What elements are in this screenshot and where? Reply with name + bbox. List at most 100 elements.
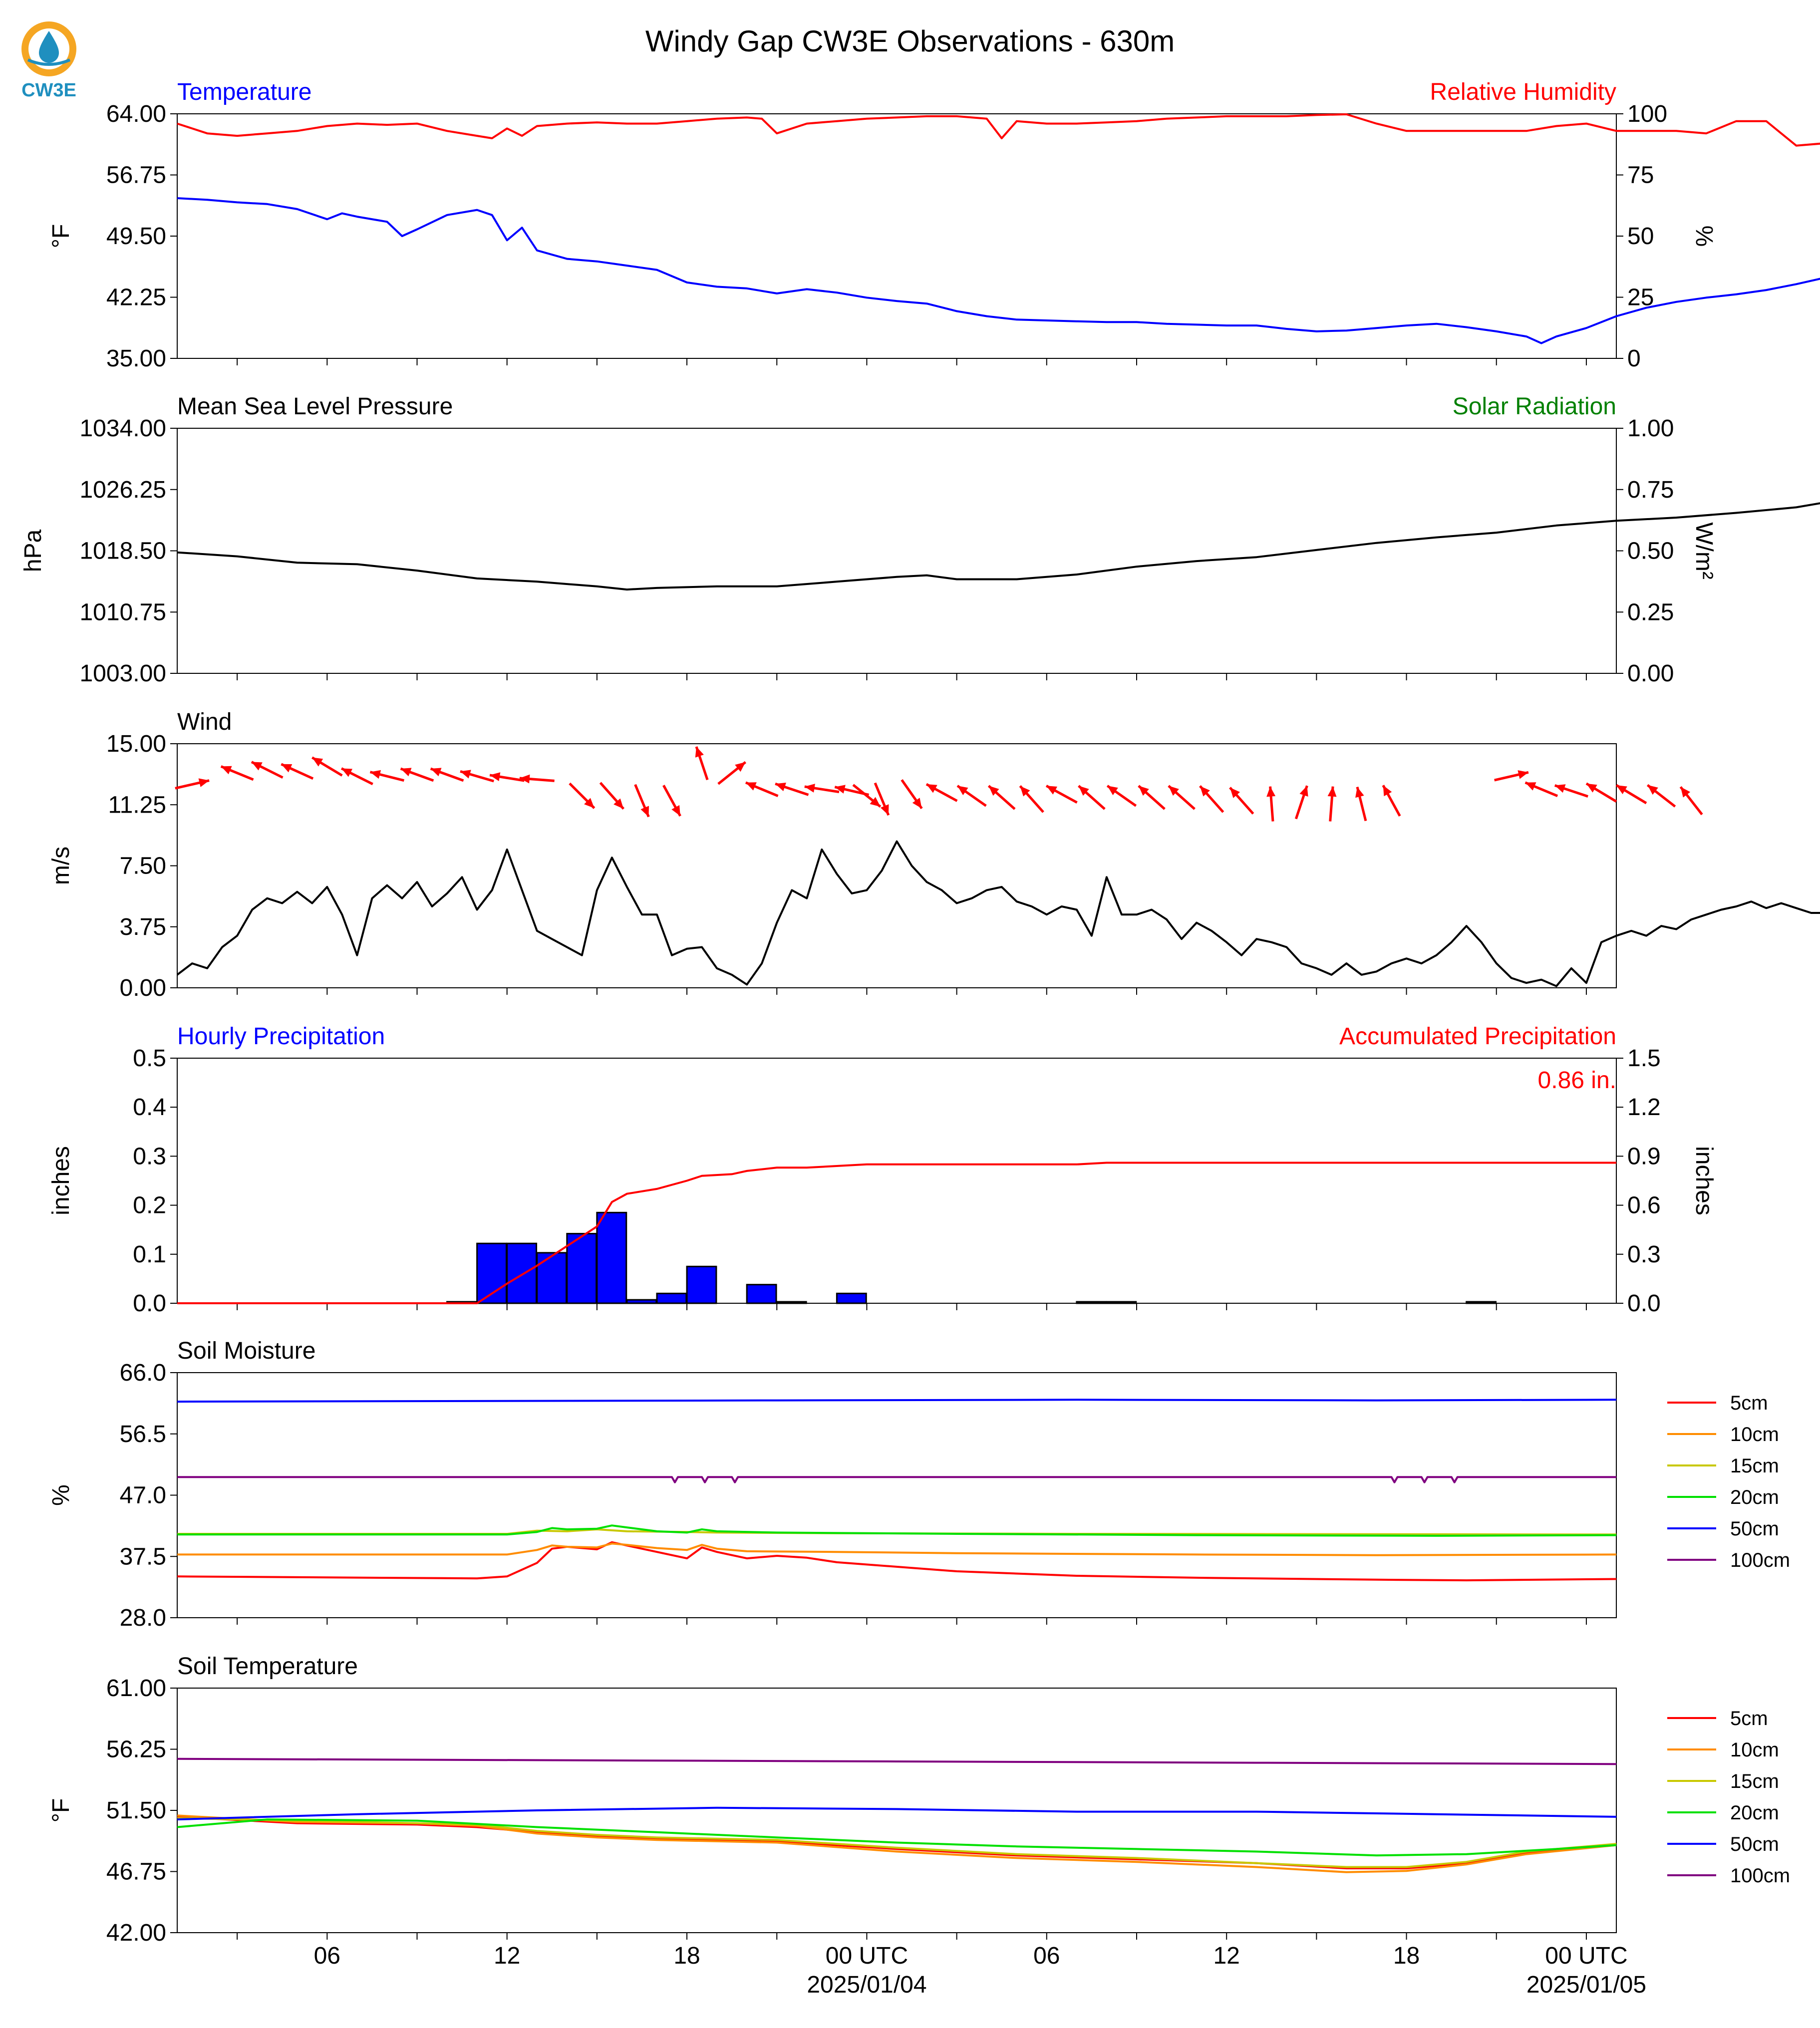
- y-tick-label-right: 1.5: [1627, 1045, 1661, 1072]
- y-tick-label-right: 0.0: [1627, 1290, 1661, 1317]
- panel-left-title: Soil Moisture: [177, 1338, 315, 1364]
- wind-arrow-head: [1168, 786, 1179, 796]
- precip-bar: [506, 1242, 538, 1304]
- wind-arrow-head: [988, 786, 999, 796]
- legend-label: 20cm: [1730, 1802, 1779, 1824]
- precip-bar: [686, 1265, 717, 1304]
- legend-label: 10cm: [1730, 1424, 1779, 1446]
- y-tick-label: 1010.75: [79, 599, 166, 625]
- y-tick-label: 37.5: [120, 1543, 166, 1570]
- panel-left-title: Wind: [177, 709, 232, 735]
- legend-label: 15cm: [1730, 1770, 1779, 1792]
- y-tick-label-right: 0.00: [1627, 660, 1674, 687]
- panel-soil-moisture: Soil Moisture 66.0 56.5 47.0 37.5 28.0% 5cm 10c…: [48, 1338, 1790, 1631]
- y-tick-label-right: 0.25: [1627, 599, 1674, 625]
- logo-ring-icon: [21, 21, 76, 76]
- wind-arrow-head: [1517, 770, 1528, 779]
- plot-frame: [177, 1058, 1617, 1304]
- x-date-label: 2025/01/05: [1526, 1972, 1646, 1998]
- y-tick-label: 1018.50: [79, 538, 166, 565]
- precip-bar: [656, 1292, 687, 1304]
- y-tick-label-right: 1.00: [1627, 415, 1674, 442]
- y-tick-label: 49.50: [106, 223, 166, 250]
- y-tick-label-right: 75: [1627, 162, 1654, 189]
- legend-label: 15cm: [1730, 1455, 1779, 1477]
- y-tick-label-right: 100: [1627, 101, 1667, 127]
- wind-arrow-head: [460, 770, 471, 779]
- panel-left-title: Soil Temperature: [177, 1653, 358, 1680]
- y-axis-label: °F: [48, 224, 74, 249]
- y-axis-label-right: %: [1691, 226, 1717, 247]
- y-tick-label: 0.1: [133, 1241, 166, 1268]
- y-tick-label-right: 0.6: [1627, 1192, 1661, 1219]
- y-tick-label: 42.25: [106, 285, 166, 311]
- x-axis-labels: 06 12 18 00 UTC 06 12 18 00 UTC 2025/01/04 2025/0…: [314, 1943, 1646, 1998]
- wind-arrow-head: [1616, 785, 1627, 795]
- legend-label: 5cm: [1730, 1708, 1768, 1730]
- y-tick-label: 42.00: [106, 1920, 166, 1946]
- wind-arrow-head: [870, 797, 881, 807]
- legend-label: 100cm: [1730, 1865, 1790, 1887]
- y-tick-label: 66.0: [120, 1360, 166, 1386]
- series-line: [177, 113, 1820, 147]
- legend: 5cm 10cm 15cm 20cm 50cm 100cm: [1667, 1392, 1790, 1571]
- y-axis-label-right: W/m²: [1691, 522, 1717, 579]
- panel-right-title: Relative Humidity: [1430, 79, 1616, 105]
- y-axis-label: inches: [48, 1146, 74, 1215]
- y-tick-label: 64.00: [106, 101, 166, 127]
- wind-arrow-head: [198, 778, 210, 787]
- y-tick-label-right: 0.50: [1627, 538, 1674, 565]
- y-tick-label: 7.50: [120, 853, 166, 879]
- precip-bar: [836, 1292, 867, 1304]
- panel-precipitation: Hourly Precipitation Accumulated Precipit…: [48, 1023, 1717, 1317]
- y-tick-label: 56.5: [120, 1421, 166, 1448]
- x-tick-label: 06: [314, 1943, 340, 1969]
- y-tick-label: 1003.00: [79, 660, 166, 687]
- y-axis-label: m/s: [48, 847, 74, 885]
- legend: 5cm 10cm 15cm 20cm 50cm 100cm: [1667, 1708, 1790, 1887]
- wind-arrow-head: [1020, 786, 1030, 797]
- x-tick-label: 12: [494, 1943, 520, 1969]
- panel-left-title: Mean Sea Level Pressure: [177, 393, 453, 420]
- y-axis-label-right: inches: [1691, 1146, 1717, 1215]
- wind-arrow-head: [957, 786, 968, 796]
- wind-arrow-head: [341, 768, 352, 777]
- y-tick-label: 1026.25: [79, 477, 166, 503]
- y-tick-label: 3.75: [120, 914, 166, 940]
- panels: Temperature Relative Humidity 64.00 56.75 49…: [20, 79, 1820, 1946]
- y-tick-label: 47.0: [120, 1482, 166, 1509]
- wind-arrow-head: [221, 766, 232, 775]
- y-axis-label: °F: [48, 1798, 74, 1823]
- y-tick-label: 0.00: [120, 975, 166, 1001]
- y-tick-label: 46.75: [106, 1859, 166, 1885]
- series-line-5cm: [177, 1815, 1617, 1870]
- precip-bar: [1466, 1301, 1497, 1304]
- x-tick-label: 06: [1033, 1943, 1060, 1969]
- wind-arrow-head: [1107, 786, 1118, 796]
- wind-arrow-head: [370, 770, 381, 779]
- wind-arrow-head: [490, 772, 501, 781]
- series-line-20cm: [177, 1524, 1617, 1537]
- wind-arrow-head: [584, 798, 595, 809]
- wind-arrow-head: [1647, 785, 1658, 795]
- wind-arrow-head: [640, 806, 649, 817]
- precip-bar: [776, 1301, 807, 1304]
- legend-label: 50cm: [1730, 1518, 1779, 1540]
- y-tick-label-right: 50: [1627, 223, 1654, 250]
- y-tick-label: 11.25: [108, 792, 166, 818]
- wind-arrow-head: [1383, 785, 1392, 797]
- y-tick-label: 0.0: [133, 1290, 166, 1317]
- y-tick-label: 56.25: [106, 1737, 166, 1763]
- panel-left-title: Temperature: [177, 79, 311, 105]
- legend-label: 50cm: [1730, 1833, 1779, 1855]
- wind-arrow-head: [1046, 786, 1057, 795]
- wind-arrow-head: [519, 774, 530, 784]
- y-tick-label-right: 0.3: [1627, 1241, 1661, 1268]
- panel-left-title: Hourly Precipitation: [177, 1023, 385, 1050]
- legend-label: 10cm: [1730, 1739, 1779, 1761]
- y-tick-label: 0.4: [133, 1094, 166, 1121]
- wind-arrow-head: [835, 785, 846, 794]
- wind-arrow-head: [430, 768, 442, 777]
